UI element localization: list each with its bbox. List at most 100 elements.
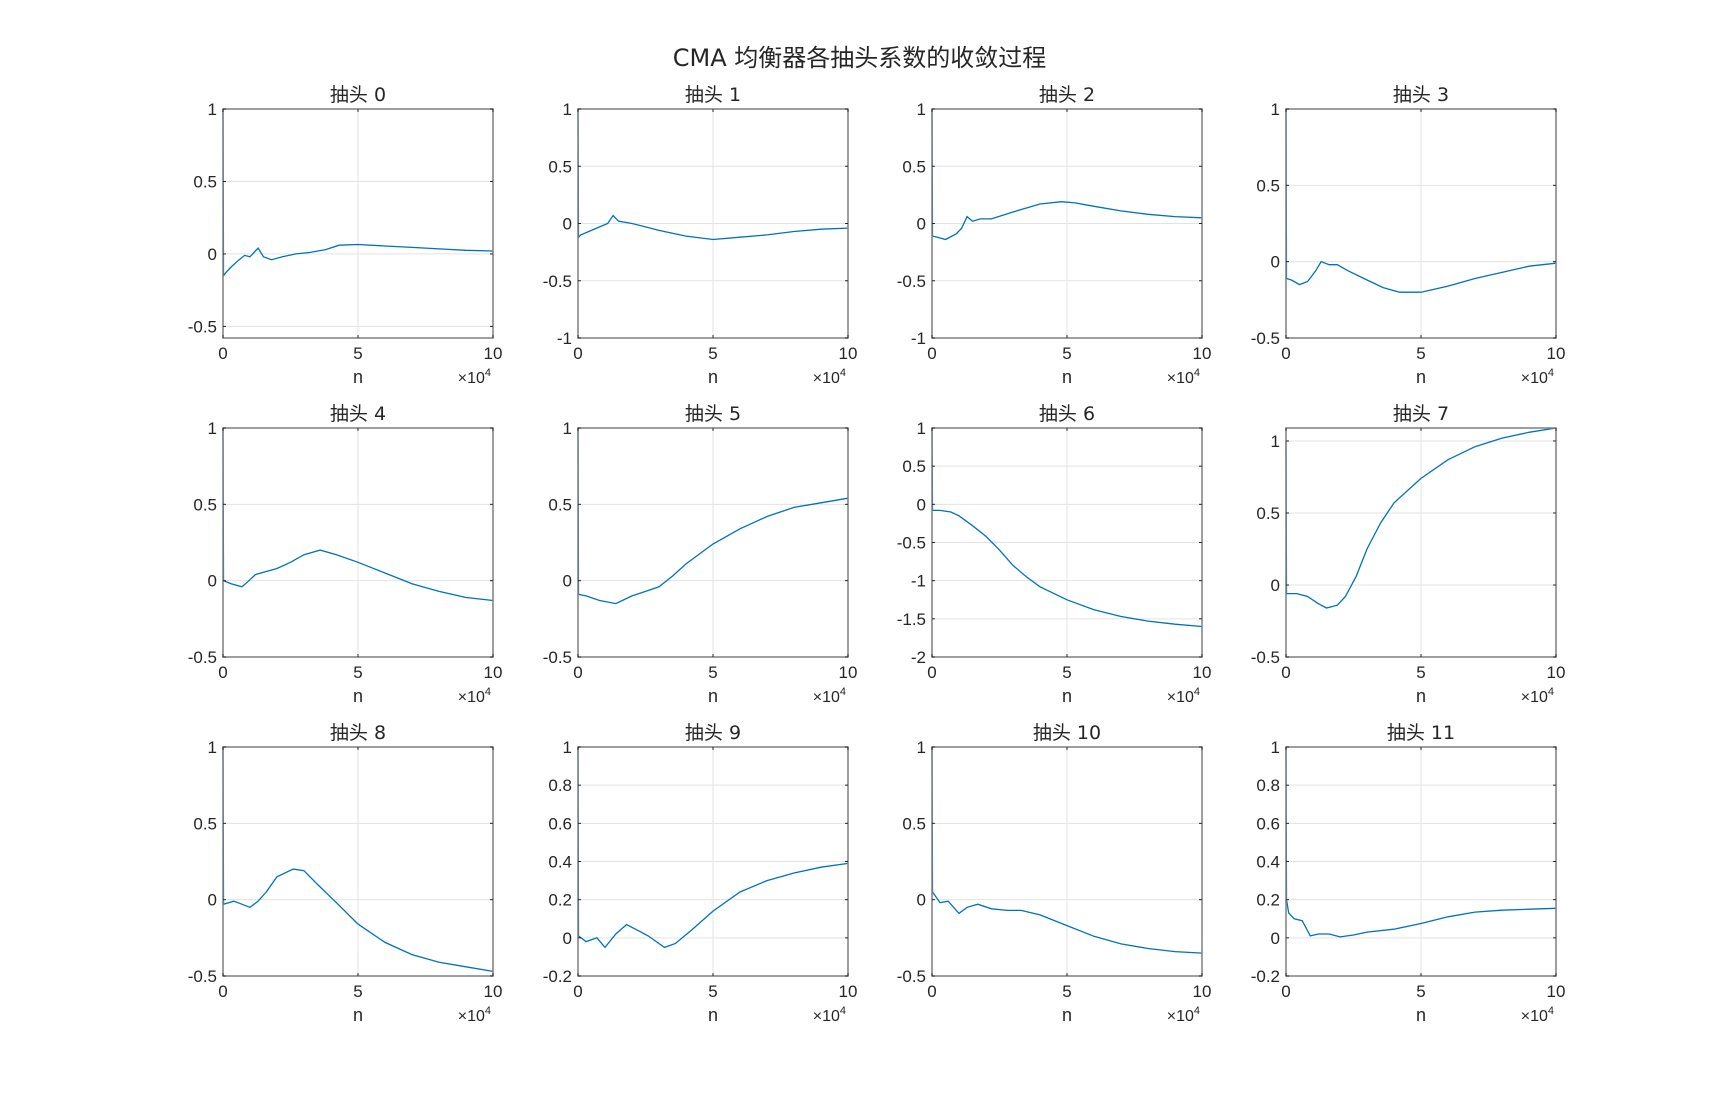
x-tick-label: 0: [927, 663, 936, 682]
x-tick-label: 10: [484, 344, 503, 363]
subplot-title: 抽头 8: [330, 722, 386, 744]
subplot-tap-1: 0 5 10 -1 -0.5 0 0.5 1 抽头 1 n ×104: [543, 84, 858, 387]
x-tick-label: 5: [1416, 344, 1425, 363]
x-exponent-label: ×104: [1521, 1005, 1554, 1025]
x-axis-label: n: [1062, 1005, 1072, 1025]
subplot-title: 抽头 10: [1033, 722, 1101, 744]
subplot-title: 抽头 4: [330, 403, 386, 425]
x-exponent-label: ×104: [458, 1005, 491, 1025]
y-tick-label: 0.5: [193, 495, 217, 514]
grid: [1285, 108, 1557, 339]
x-tick-label: 10: [1547, 663, 1566, 682]
grid: [577, 108, 849, 339]
coefficient-line: [577, 427, 849, 605]
x-exponent-label: ×104: [1167, 686, 1200, 706]
y-tick-label: 0: [563, 572, 572, 591]
x-tick-label: 10: [839, 663, 858, 682]
x-tick-label: 10: [1547, 344, 1566, 363]
y-tick-label: 1: [208, 419, 217, 438]
coefficient-line: [931, 746, 1203, 954]
y-tick-label: 0.6: [1256, 814, 1280, 833]
y-tick-label: -1: [557, 329, 572, 348]
y-tick-label: 0: [563, 215, 572, 234]
x-tick-label: 5: [708, 344, 717, 363]
y-tick-label: 0: [917, 891, 926, 910]
x-tick-label: 5: [353, 663, 362, 682]
x-axis-label: n: [1416, 1005, 1426, 1025]
y-tick-label: -0.5: [543, 648, 572, 667]
y-tick-label: 0.5: [1256, 504, 1280, 523]
x-tick-label: 0: [218, 663, 227, 682]
x-tick-label: 0: [927, 344, 936, 363]
y-tick-label: -0.5: [1251, 648, 1280, 667]
x-tick-label: 0: [573, 344, 582, 363]
y-tick-label: 0.8: [548, 776, 572, 795]
x-axis-label: n: [353, 686, 363, 706]
x-tick-label: 10: [1193, 663, 1212, 682]
y-tick-label: 0.2: [1256, 891, 1280, 910]
y-tick-label: -0.5: [188, 967, 217, 986]
y-tick-label: 1: [917, 100, 926, 119]
x-axis-label: n: [353, 1005, 363, 1025]
y-tick-label: 1: [917, 738, 926, 757]
y-tick-label: 0.5: [1256, 176, 1280, 195]
grid: [222, 427, 494, 658]
grid: [1285, 746, 1557, 977]
y-tick-label: 0: [208, 891, 217, 910]
x-axis-label: n: [353, 367, 363, 387]
y-tick-label: -0.5: [1251, 329, 1280, 348]
x-exponent-label: ×104: [813, 1005, 846, 1025]
grid: [931, 746, 1203, 977]
y-tick-label: -0.2: [1251, 967, 1280, 986]
subplot-title: 抽头 6: [1039, 403, 1095, 425]
y-tick-label: 0: [917, 215, 926, 234]
x-axis-label: n: [1416, 367, 1426, 387]
x-tick-label: 0: [218, 982, 227, 1001]
x-tick-label: 10: [1193, 982, 1212, 1001]
subplot-tap-6: 0 5 10 -2 -1.5 -1 -0.5 0 0.5 1 抽头 6 n ×104: [897, 403, 1212, 706]
x-exponent-label: ×104: [458, 686, 491, 706]
coefficient-line: [1285, 427, 1557, 609]
subplot-title: 抽头 3: [1393, 84, 1449, 106]
x-axis-label: n: [708, 367, 718, 387]
y-tick-label: -0.5: [543, 272, 572, 291]
grid: [222, 746, 494, 977]
y-tick-label: -0.5: [897, 534, 926, 553]
y-tick-label: 0.4: [548, 853, 572, 872]
coefficient-line: [222, 427, 494, 602]
x-tick-label: 10: [484, 982, 503, 1001]
x-axis-label: n: [708, 686, 718, 706]
subplot-tap-2: 0 5 10 -1 -0.5 0 0.5 1 抽头 2 n ×104: [897, 84, 1212, 387]
y-tick-label: 0: [1271, 929, 1280, 948]
y-tick-label: 1: [1271, 100, 1280, 119]
grid: [577, 427, 849, 658]
x-exponent-label: ×104: [813, 367, 846, 387]
grid: [1285, 428, 1557, 658]
x-tick-label: 5: [353, 982, 362, 1001]
y-tick-label: 0: [917, 495, 926, 514]
y-tick-label: 0.4: [1256, 853, 1280, 872]
y-tick-label: 0.5: [548, 157, 572, 176]
x-tick-label: 5: [1062, 982, 1071, 1001]
y-tick-label: 0.6: [548, 814, 572, 833]
x-tick-label: 0: [573, 982, 582, 1001]
y-tick-label: -2: [911, 648, 926, 667]
y-tick-label: 1: [208, 738, 217, 757]
subplot-title: 抽头 1: [685, 84, 741, 106]
x-tick-label: 5: [1062, 663, 1071, 682]
y-tick-label: 0.5: [548, 495, 572, 514]
x-tick-label: 10: [839, 982, 858, 1001]
x-tick-label: 5: [353, 344, 362, 363]
y-tick-label: -1.5: [897, 610, 926, 629]
y-tick-label: 0: [208, 572, 217, 591]
x-tick-label: 5: [1416, 982, 1425, 1001]
subplot-title: 抽头 0: [330, 84, 386, 106]
